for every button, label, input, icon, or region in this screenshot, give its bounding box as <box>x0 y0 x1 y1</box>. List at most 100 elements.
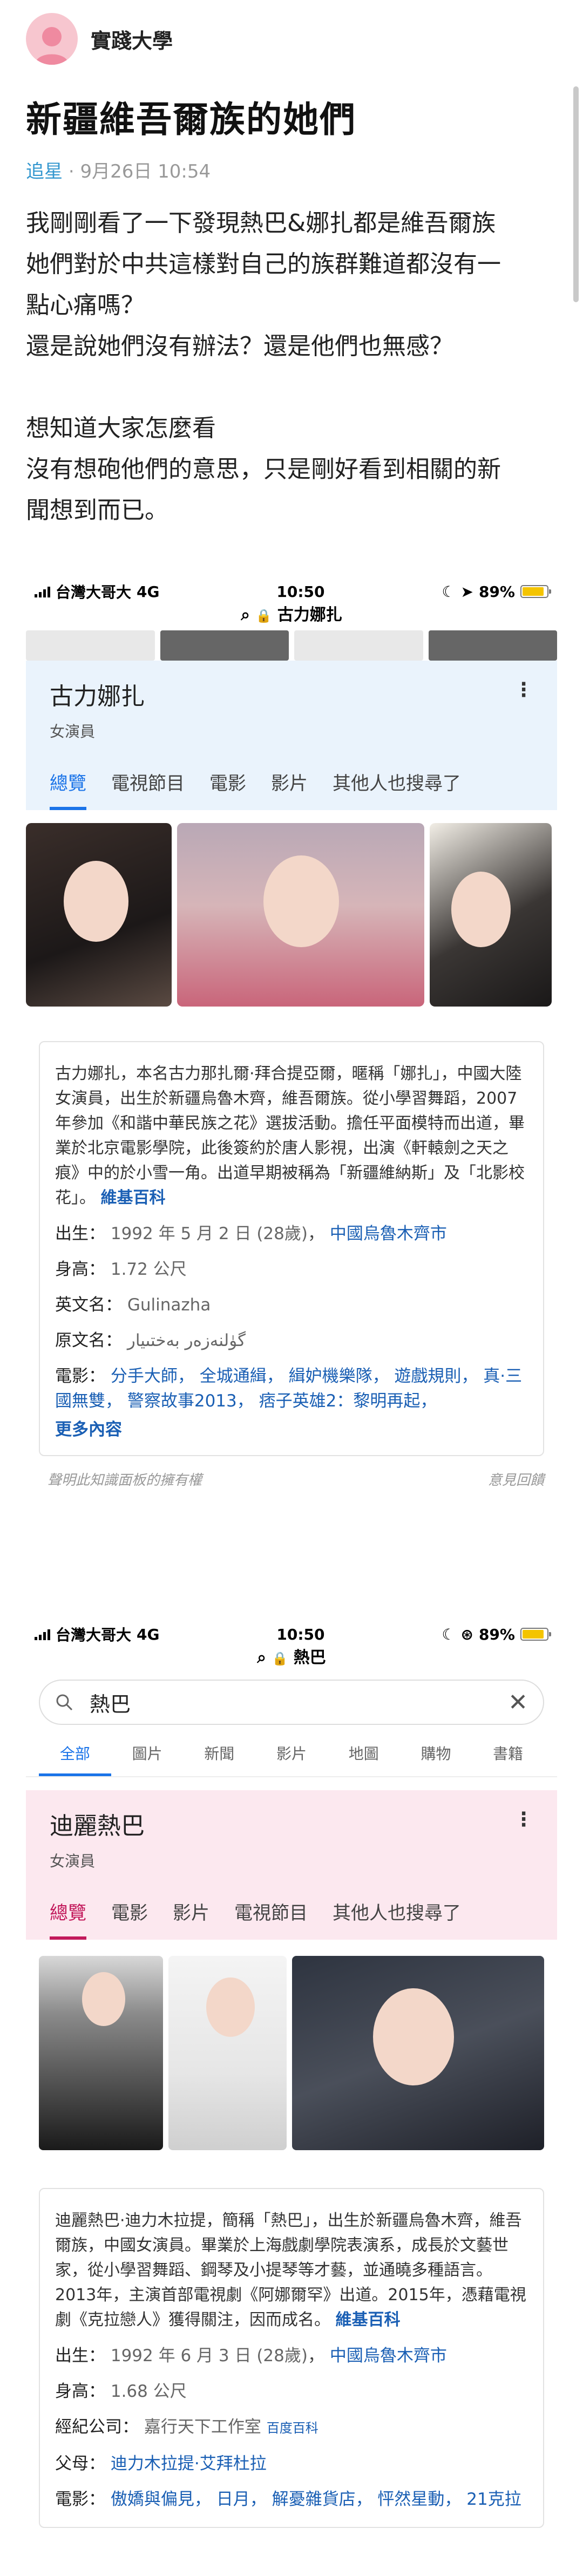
photo[interactable] <box>26 823 172 1007</box>
photo-row <box>26 1940 557 2166</box>
photo-row <box>26 810 557 1019</box>
claim-panel-link[interactable]: 聲明此知識面板的擁有權 <box>48 1472 202 1488</box>
fact-birth: 出生： 1992 年 5 月 2 日 (28歲)， 中國烏魯木齊市 <box>55 1224 447 1243</box>
tab-shopping[interactable]: 購物 <box>421 1745 451 1763</box>
tab-movies[interactable]: 電影 <box>111 1902 148 1924</box>
fact-height: 身高： 1.68 公尺 <box>55 2382 187 2401</box>
more-options-icon[interactable]: ⋮ <box>514 679 533 701</box>
body-gap <box>26 367 560 408</box>
lock-icon: 🔒 <box>272 1651 288 1666</box>
search-icon: ⌕ <box>241 606 250 624</box>
entity-subtitle: 女演員 <box>50 1852 96 1870</box>
network: 4G <box>137 582 160 601</box>
magnifier-icon <box>56 1694 73 1711</box>
movie-links[interactable]: 分手大師， 全城通緝， 緝妒機樂隊， 遊戲規則， 真·三國無雙， 警察故事201… <box>55 1367 523 1411</box>
clear-icon[interactable]: ✕ <box>508 1688 528 1716</box>
tab-people-also-search[interactable]: 其他人也搜尋了 <box>333 773 461 794</box>
search-icon: ⌕ <box>257 1648 266 1667</box>
fact-agency: 經紀公司： 嘉行天下工作室 百度百科 <box>55 2417 318 2437</box>
fact-english-name: 英文名： Gulinazha <box>55 1295 211 1315</box>
tab-images[interactable]: 圖片 <box>132 1745 162 1763</box>
lock-icon: 🔒 <box>255 608 272 623</box>
entity-name: 古力娜扎 <box>50 683 145 710</box>
network: 4G <box>137 1625 160 1643</box>
tab-overview[interactable]: 總覽 <box>50 769 86 810</box>
panel-tabs: 總覽 電視節目 電影 影片 其他人也搜尋了 <box>50 769 533 810</box>
forum-name[interactable]: 實踐大學 <box>91 29 173 53</box>
tab-tv-shows[interactable]: 電視節目 <box>111 773 185 794</box>
fact-movies: 電影： 傲嬌與偏見， 日月， 解憂雜貨店， 怦然星動， 21克拉 <box>55 2490 521 2509</box>
clock: 10:50 <box>276 582 325 601</box>
clock: 10:50 <box>276 1625 325 1643</box>
fact-height: 身高： 1.72 公尺 <box>55 1260 187 1279</box>
feedback-link[interactable]: 意見回饋 <box>487 1472 544 1488</box>
embedded-screenshot-nazha[interactable]: 台灣大哥大 4G 10:50 ☾ ➤ 89% ⌕ 🔒 古力娜扎 古力娜扎 女演員… <box>26 579 557 1550</box>
tab-videos[interactable]: 影片 <box>276 1745 307 1763</box>
orientation-lock-icon: ⊛ <box>460 1625 473 1643</box>
description-text: 古力娜扎，本名古力那扎爾·拜合提亞爾，暱稱「娜扎」，中國大陸女演員，出生於新疆烏… <box>55 1064 525 1207</box>
body-line: 她們對於中共這樣對自己的族群難道都沒有一 <box>26 250 501 278</box>
tab-people-also-search[interactable]: 其他人也搜尋了 <box>333 1902 461 1924</box>
battery-percent: 89% <box>478 1625 515 1643</box>
photo[interactable] <box>168 1956 287 2150</box>
more-options-icon[interactable]: ⋮ <box>514 1809 533 1831</box>
url-text: 熱巴 <box>293 1648 326 1667</box>
location-icon: ➤ <box>460 582 473 601</box>
post-title: 新疆維吾爾族的她們 <box>26 99 356 140</box>
moon-icon: ☾ <box>442 582 456 601</box>
photo[interactable] <box>39 1956 164 2150</box>
tab-all[interactable]: 全部 <box>39 1732 111 1776</box>
info-card: 迪麗熱巴·迪力木拉提，簡稱「熱巴」，出生於新疆烏魯木齊，維吾爾族，中國女演員。畢… <box>39 2188 544 2528</box>
fact-parents: 父母： 迪力木拉提·艾拜杜拉 <box>55 2454 267 2473</box>
info-card: 古力娜扎，本名古力那扎爾·拜合提亞爾，暱稱「娜扎」，中國大陸女演員，出生於新疆烏… <box>39 1041 544 1456</box>
person-icon <box>35 27 69 65</box>
body-line: 點心痛嗎？ <box>26 291 145 319</box>
body-line: 還是說她們沒有辦法？還是他們也無感？ <box>26 332 453 360</box>
author-name[interactable]: 追星 <box>26 161 63 182</box>
more-content-link[interactable]: 更多內容 <box>55 1420 122 1439</box>
forum-avatar[interactable] <box>26 13 78 65</box>
baidu-source-link[interactable]: 百度百科 <box>266 2421 318 2436</box>
tab-books[interactable]: 書籍 <box>493 1745 524 1763</box>
wikipedia-link[interactable]: 維基百科 <box>100 1188 166 1207</box>
battery-fill <box>522 587 544 596</box>
parent-link[interactable]: 迪力木拉提·艾拜杜拉 <box>110 2454 267 2473</box>
search-input[interactable]: 熱巴 ✕ <box>39 1680 544 1725</box>
wikipedia-link[interactable]: 維基百科 <box>335 2310 401 2329</box>
entity-description: 古力娜扎，本名古力那扎爾·拜合提亞爾，暱稱「娜扎」，中國大陸女演員，出生於新疆烏… <box>55 1062 528 1211</box>
post-body: 我剛剛看了一下發現熱巴&娜扎都是維吾爾族 她們對於中共這樣對自己的族群難道都沒有… <box>26 203 560 531</box>
movie-links[interactable]: 傲嬌與偏見， 日月， 解憂雜貨店， 怦然星動， 21克拉 <box>110 2490 521 2509</box>
thumbnail <box>294 630 423 661</box>
battery-icon <box>520 1628 551 1641</box>
photo[interactable] <box>430 823 552 1007</box>
panel-footer: 聲明此知識面板的擁有權 意見回饋 <box>26 1456 557 1489</box>
photo[interactable] <box>177 823 424 1007</box>
carrier: 台灣大哥大 <box>56 583 132 601</box>
birthplace-link[interactable]: 中國烏魯木齊市 <box>329 1224 447 1243</box>
embedded-screenshot-reba[interactable]: 台灣大哥大 4G 10:50 ☾ ⊛ 89% ⌕ 🔒 熱巴 熱巴 ✕ 全部 圖片… <box>26 1621 557 2576</box>
body-line: 沒有想砲他們的意思，只是剛好看到相關的新 <box>26 456 501 483</box>
battery-icon <box>520 585 551 598</box>
tab-movies[interactable]: 電影 <box>209 773 246 794</box>
url-bar[interactable]: ⌕ 🔒 古力娜扎 <box>26 604 557 626</box>
body-line: 想知道大家怎麼看 <box>26 414 216 442</box>
tab-videos[interactable]: 影片 <box>173 1902 209 1924</box>
tab-overview[interactable]: 總覽 <box>50 1898 86 1940</box>
scrollbar[interactable] <box>573 86 579 302</box>
photo[interactable] <box>292 1956 544 2150</box>
tab-videos[interactable]: 影片 <box>271 773 308 794</box>
url-bar[interactable]: ⌕ 🔒 熱巴 <box>26 1647 557 1669</box>
fact-movies: 電影： 分手大師， 全城通緝， 緝妒機樂隊， 遊戲規則， 真·三國無雙， 警察故… <box>55 1367 523 1411</box>
knowledge-panel-header: 古力娜扎 女演員 ⋮ 總覽 電視節目 電影 影片 其他人也搜尋了 <box>26 661 557 810</box>
search-query: 熱巴 <box>90 1692 131 1716</box>
phone-status-bar: 台灣大哥大 4G 10:50 ☾ ➤ 89% <box>26 579 557 604</box>
battery-percent: 89% <box>478 582 515 601</box>
tab-maps[interactable]: 地圖 <box>348 1745 379 1763</box>
thumbnail <box>26 630 155 661</box>
tab-news[interactable]: 新聞 <box>204 1745 235 1763</box>
thumbnail <box>428 630 557 661</box>
tab-tv-shows[interactable]: 電視節目 <box>234 1902 308 1924</box>
description-text: 迪麗熱巴·迪力木拉提，簡稱「熱巴」，出生於新疆烏魯木齊，維吾爾族，中國女演員。畢… <box>55 2211 526 2329</box>
url-text: 古力娜扎 <box>277 606 342 624</box>
birthplace-link[interactable]: 中國烏魯木齊市 <box>329 2346 447 2366</box>
